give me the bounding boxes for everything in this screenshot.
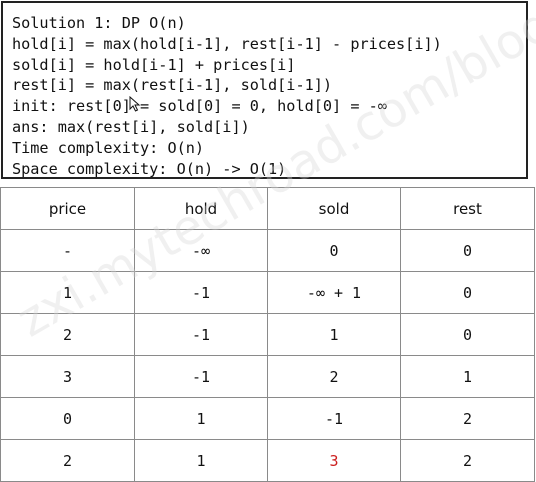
- cell-price: 0: [0, 397, 135, 440]
- cell-rest: 0: [400, 229, 535, 272]
- table-header-row: price hold sold rest: [0, 187, 535, 230]
- header-rest: rest: [400, 187, 535, 230]
- cell-rest: 2: [400, 439, 535, 482]
- cell-sold: 2: [267, 355, 401, 398]
- mouse-pointer-icon: [129, 96, 141, 112]
- code-line-init: init: rest[0] = sold[0] = 0, hold[0] = -…: [12, 97, 387, 116]
- cell-rest: 0: [400, 271, 535, 314]
- cell-rest: 2: [400, 397, 535, 440]
- code-line-rest: rest[i] = max(rest[i-1], sold[i-1]): [12, 76, 333, 95]
- cell-hold: -1: [134, 355, 268, 398]
- table-row: 2 -1 1 0: [0, 313, 535, 356]
- code-line-answer: ans: max(rest[i], sold[i]): [12, 117, 250, 136]
- cell-hold: -1: [134, 271, 268, 314]
- table-row: 2 1 3 2: [0, 439, 535, 482]
- cell-sold: 0: [267, 229, 401, 272]
- header-price: price: [0, 187, 135, 230]
- header-hold: hold: [134, 187, 268, 230]
- cell-price: 1: [0, 271, 135, 314]
- cell-hold: -1: [134, 313, 268, 356]
- header-sold: sold: [267, 187, 401, 230]
- table-row: - -∞ 0 0: [0, 229, 535, 272]
- cell-hold: 1: [134, 439, 268, 482]
- code-line-hold: hold[i] = max(hold[i-1], rest[i-1] - pri…: [12, 34, 442, 53]
- cell-price: 2: [0, 313, 135, 356]
- code-line-space-complexity: Space complexity: O(n) -> O(1): [12, 159, 287, 178]
- dp-table: price hold sold rest - -∞ 0 0 1 -1 -∞ + …: [0, 187, 535, 482]
- code-line-time-complexity: Time complexity: O(n): [12, 138, 205, 157]
- table-row: 3 -1 2 1: [0, 355, 535, 398]
- cell-sold-answer: 3: [267, 439, 401, 482]
- table-row: 0 1 -1 2: [0, 397, 535, 440]
- code-line-title: Solution 1: DP O(n): [12, 14, 186, 32]
- cell-sold: -∞ + 1: [267, 271, 401, 314]
- cell-price: 2: [0, 439, 135, 482]
- table-row: 1 -1 -∞ + 1 0: [0, 271, 535, 314]
- cell-hold: 1: [134, 397, 268, 440]
- code-line-sold: sold[i] = hold[i-1] + prices[i]: [12, 55, 296, 74]
- cell-rest: 1: [400, 355, 535, 398]
- cell-sold: -1: [267, 397, 401, 440]
- cell-price: -: [0, 229, 135, 272]
- cell-sold: 1: [267, 313, 401, 356]
- code-panel: Solution 1: DP O(n) hold[i] = max(hold[i…: [1, 1, 528, 179]
- cell-hold: -∞: [134, 229, 268, 272]
- cell-rest: 0: [400, 313, 535, 356]
- cell-price: 3: [0, 355, 135, 398]
